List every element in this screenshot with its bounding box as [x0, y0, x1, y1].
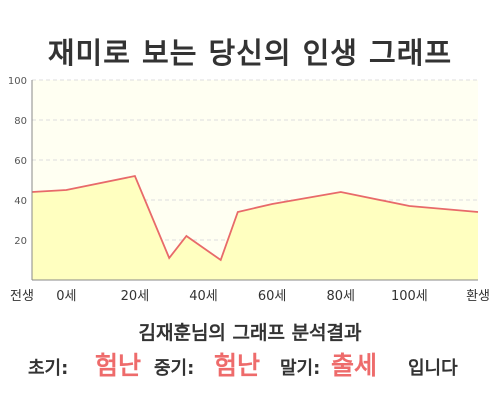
- x-tick-label: 환생: [466, 289, 490, 304]
- mid-value: 험난: [214, 351, 261, 380]
- x-tick-label: 100세: [391, 289, 428, 304]
- y-tick-label: 20: [14, 236, 27, 247]
- x-tick-label: 0세: [56, 289, 76, 304]
- mid-label: 중기:: [154, 358, 195, 379]
- y-tick-label: 100: [8, 76, 27, 87]
- x-tick-label: 전생: [10, 289, 34, 304]
- analysis-subtitle: 김재훈님의 그래프 분석결과: [138, 322, 362, 344]
- x-tick-label: 20세: [121, 289, 150, 304]
- late-value: 출세: [331, 351, 378, 380]
- late-label: 말기:: [280, 358, 321, 379]
- ending-text: 입니다: [408, 358, 458, 379]
- early-value: 험난: [95, 351, 142, 380]
- page-title: 재미로 보는 당신의 인생 그래프: [47, 36, 453, 70]
- x-tick-label: 40세: [189, 289, 218, 304]
- early-label: 초기:: [28, 358, 69, 379]
- x-tick-labels: 전생 0세 20세 40세 60세 80세 100세 환생: [10, 289, 490, 304]
- y-tick-labels: 20 40 60 80 100: [8, 76, 27, 247]
- life-area-fill: [32, 176, 478, 280]
- y-tick-label: 80: [14, 116, 27, 127]
- x-tick-label: 60세: [258, 289, 287, 304]
- analysis-result: 초기: 험난 중기: 험난 말기: 출세 입니다: [0, 346, 500, 386]
- x-tick-label: 80세: [327, 289, 356, 304]
- life-line: [31, 174, 479, 262]
- y-tick-label: 60: [14, 156, 27, 167]
- y-tick-label: 40: [14, 196, 27, 207]
